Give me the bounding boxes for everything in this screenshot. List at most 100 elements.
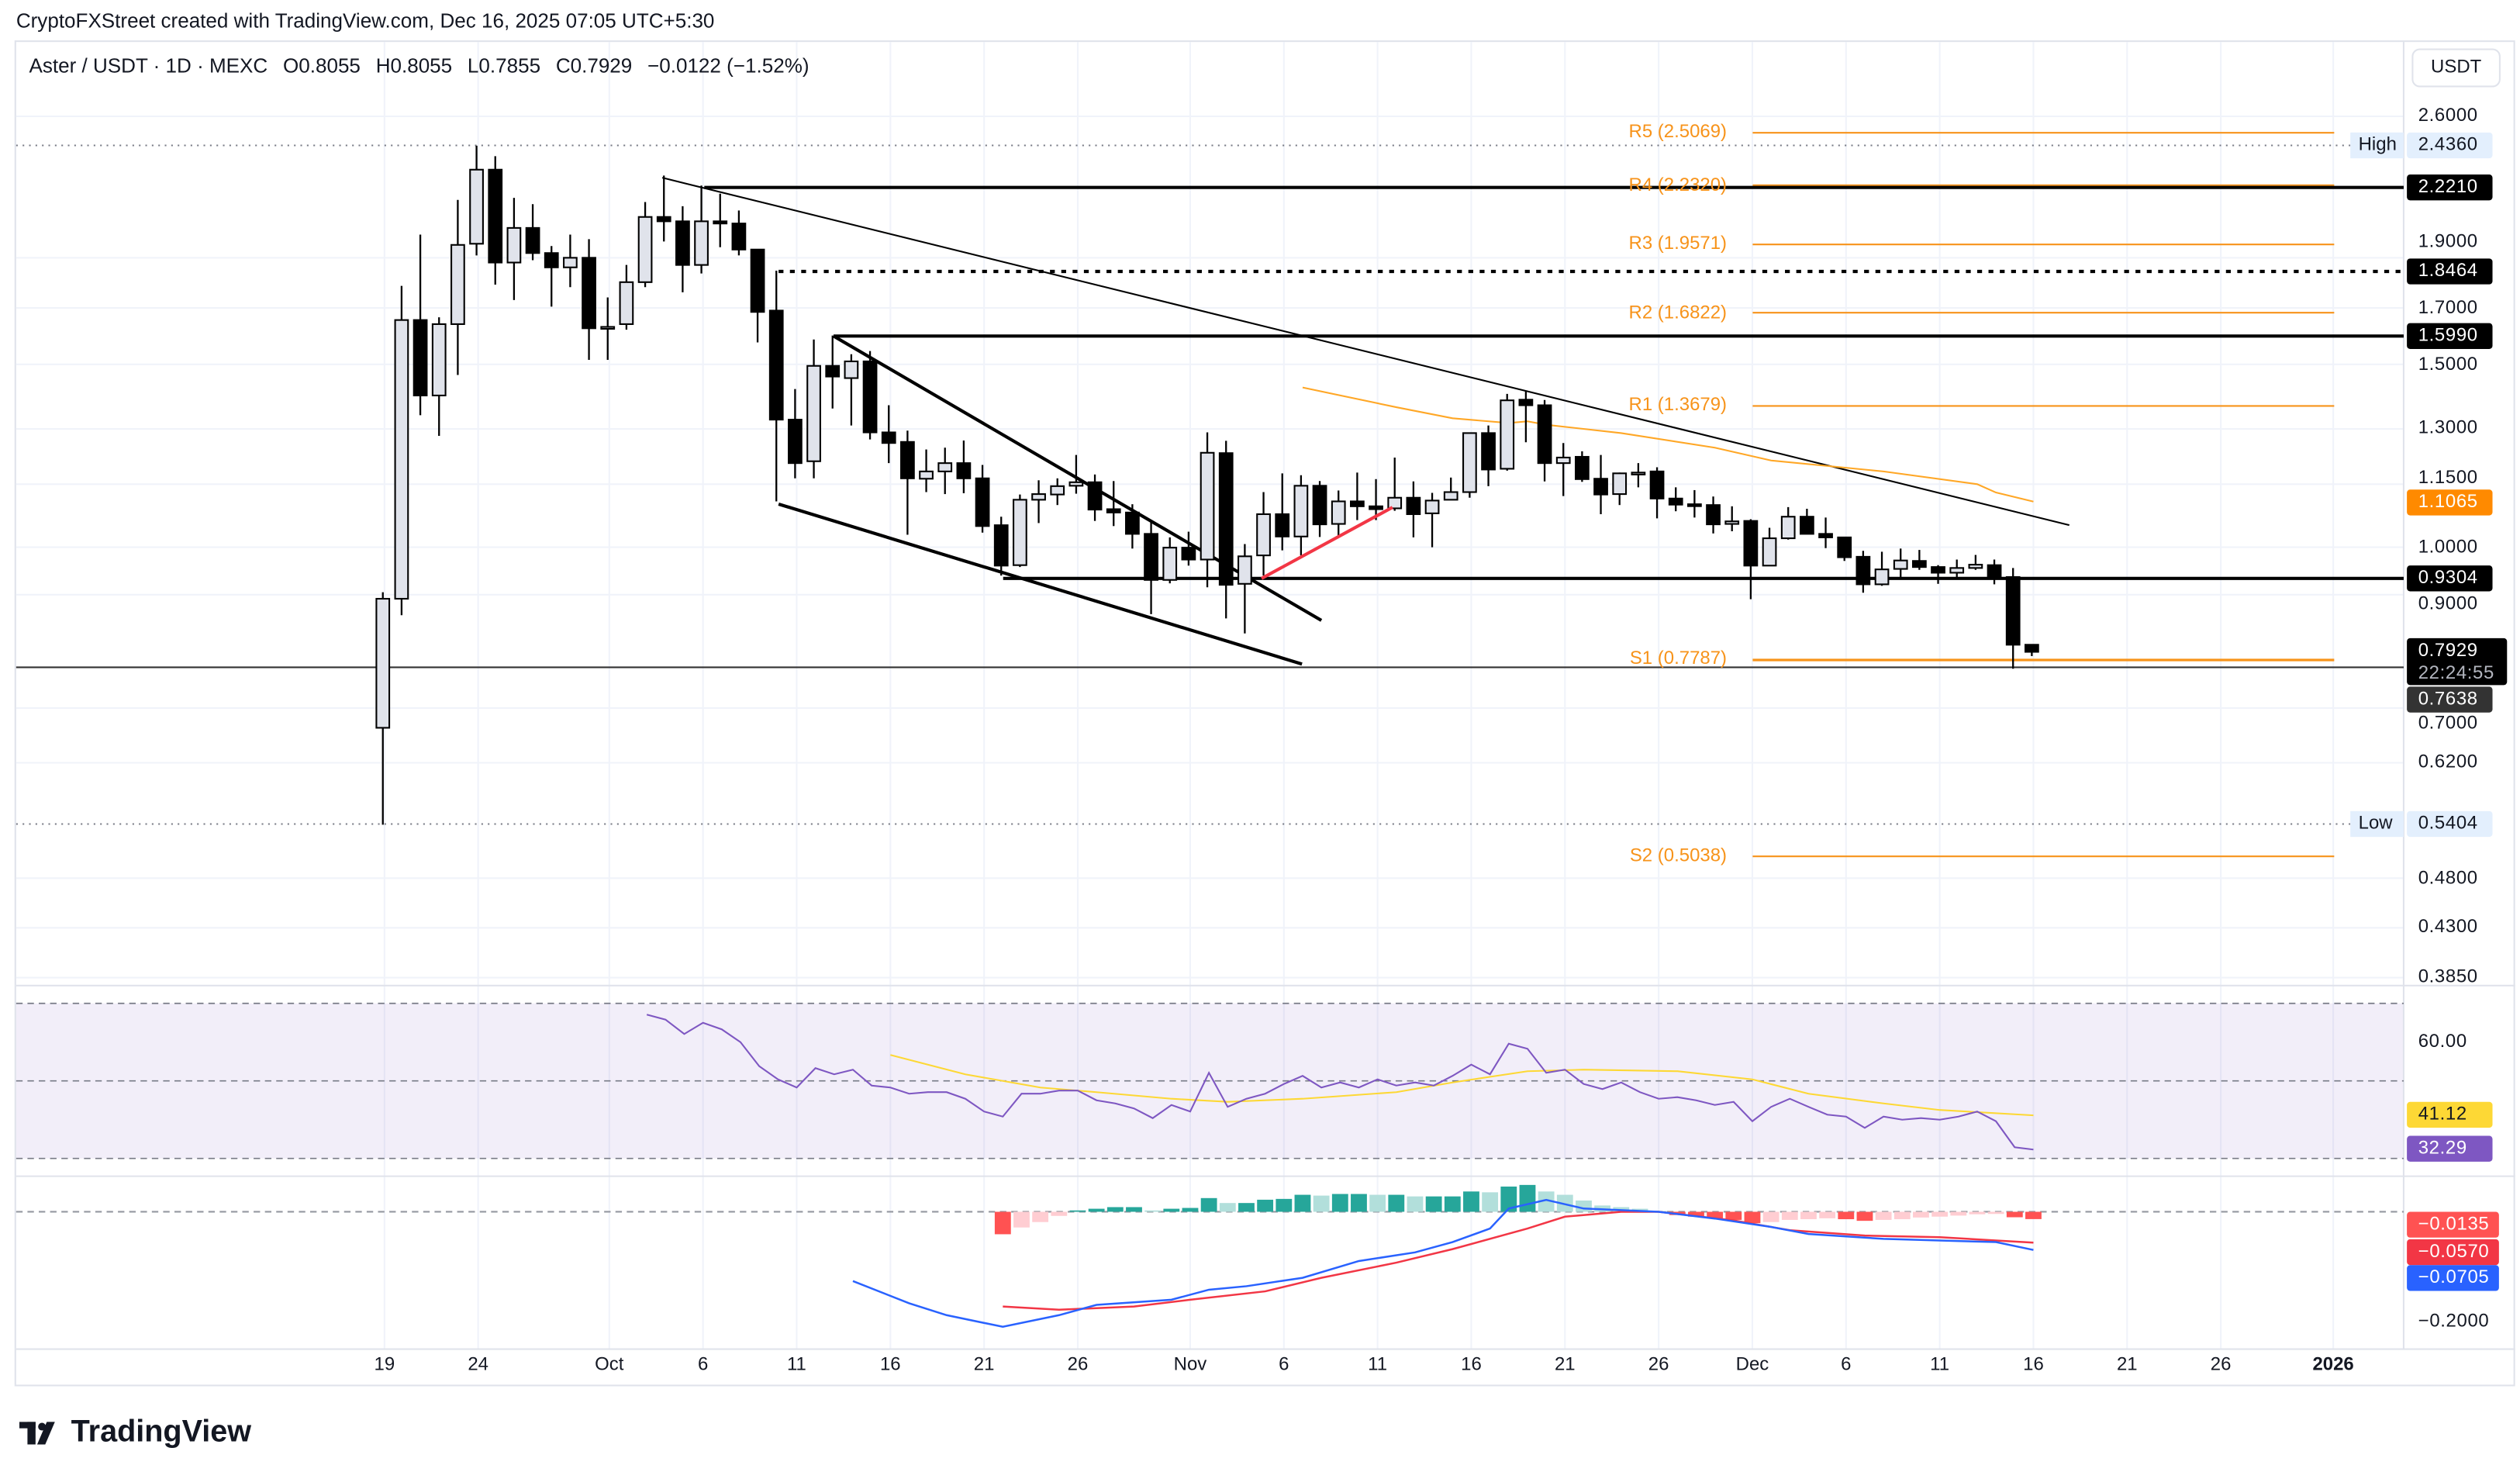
time-axis-label: 16 [879, 1355, 901, 1375]
candle-body [1743, 520, 1759, 567]
histogram-bar [2025, 1211, 2042, 1219]
candle [713, 193, 728, 247]
candle [525, 204, 540, 261]
candle [862, 351, 878, 440]
candle-body [544, 252, 559, 268]
candle-body [1593, 478, 1608, 496]
histogram-bar [1875, 1211, 1892, 1220]
last-price: 0.7929 [2418, 641, 2478, 662]
histogram-bar [1707, 1211, 1724, 1218]
candle-body [394, 319, 409, 600]
candle-body [862, 360, 878, 434]
candle-body [993, 524, 1009, 567]
low-badge: 0.5404 [2407, 810, 2493, 838]
macd-histogram-badge: −0.0135 [2407, 1211, 2499, 1238]
candle [1555, 443, 1571, 496]
candle [1312, 481, 1327, 537]
candle [1780, 506, 1796, 540]
histogram-bar [1987, 1211, 2004, 1215]
candle-body [1256, 513, 1271, 557]
candle [375, 592, 391, 825]
price-axis-tick: 0.4800 [2418, 868, 2478, 888]
candle-body [1387, 496, 1403, 510]
candle-body [450, 244, 465, 325]
histogram-bar [2006, 1211, 2023, 1218]
candle [450, 199, 465, 375]
candle [919, 449, 934, 492]
candle [1256, 492, 1271, 576]
candle-body [731, 223, 747, 251]
candle [1874, 551, 1890, 586]
histogram-bar [1088, 1208, 1105, 1212]
candle-body [937, 462, 953, 472]
macd-histogram [994, 1184, 2042, 1235]
histogram-bar [1500, 1186, 1517, 1212]
bar-countdown: 22:24:55 [2418, 664, 2494, 684]
histogram-bar [1144, 1210, 1162, 1212]
candle [544, 246, 559, 307]
price-axis-tick: 0.3850 [2418, 968, 2478, 988]
candle [844, 354, 859, 426]
candle-body [1462, 432, 1477, 493]
histogram-bar [1313, 1195, 1330, 1212]
candle [1087, 474, 1103, 521]
symbol-name[interactable]: Aster / USDT · 1D · MEXC [29, 54, 268, 78]
price-axis-tick: 1.1500 [2418, 468, 2478, 488]
histogram-bar [1257, 1199, 1274, 1212]
candle-body [1162, 547, 1178, 581]
time-axis-label: 21 [1554, 1355, 1576, 1375]
pivot-label: S2 (0.5038) [1629, 846, 1728, 866]
histogram-bar [1069, 1210, 1086, 1212]
candle [1800, 508, 1814, 535]
candle [1369, 479, 1383, 520]
histogram-bar [1163, 1208, 1180, 1212]
candle [1987, 559, 2002, 585]
candle [1837, 536, 1852, 562]
candle [413, 234, 428, 416]
candle-body [1238, 555, 1252, 585]
macd-signal-line [1003, 1211, 2034, 1311]
rsi-levels [16, 1002, 2404, 1159]
histogram-bar [1463, 1191, 1479, 1212]
low-tag: Low [2350, 810, 2404, 838]
candle [731, 210, 747, 256]
candle-body [806, 365, 821, 462]
histogram-bar [1519, 1184, 1536, 1212]
histogram-bar [1838, 1211, 1855, 1220]
histogram-bar [1126, 1207, 1142, 1212]
candle-body [975, 477, 990, 527]
candle [431, 317, 447, 437]
candle [656, 175, 671, 242]
time-axis-label: 11 [1368, 1355, 1388, 1375]
candle [1350, 472, 1365, 520]
histogram-bar [1200, 1197, 1217, 1212]
high-badge: 2.4360 [2407, 132, 2493, 159]
histogram-bar [1369, 1194, 1386, 1212]
price-axis-tick: 1.9000 [2418, 232, 2478, 252]
candle [1537, 399, 1552, 482]
candle [1481, 425, 1496, 486]
time-axis-label: 21 [973, 1355, 995, 1375]
histogram-bar [1276, 1198, 1293, 1212]
histogram-bar [1725, 1211, 1742, 1220]
candle [1275, 473, 1290, 551]
candle [582, 239, 596, 361]
descending-trendline [661, 177, 2070, 527]
currency-button[interactable]: USDT [2411, 48, 2501, 88]
time-axis-label: 26 [2210, 1355, 2232, 1375]
candle [1238, 544, 1252, 634]
time-axis-label: Dec [1735, 1355, 1769, 1375]
candle [1050, 478, 1065, 506]
price-axis-tick: 0.9000 [2418, 594, 2478, 614]
histogram-bar [1800, 1211, 1817, 1220]
time-axis-label: 6 [1841, 1355, 1852, 1375]
candle-body [431, 323, 447, 396]
candle [1687, 489, 1702, 518]
candle-body [1800, 516, 1814, 535]
candle-body [1443, 491, 1458, 501]
candle-body [1631, 472, 1646, 475]
pivot-label: R3 (1.9571) [1628, 234, 1728, 254]
candle [488, 156, 503, 285]
candle [1593, 454, 1608, 514]
